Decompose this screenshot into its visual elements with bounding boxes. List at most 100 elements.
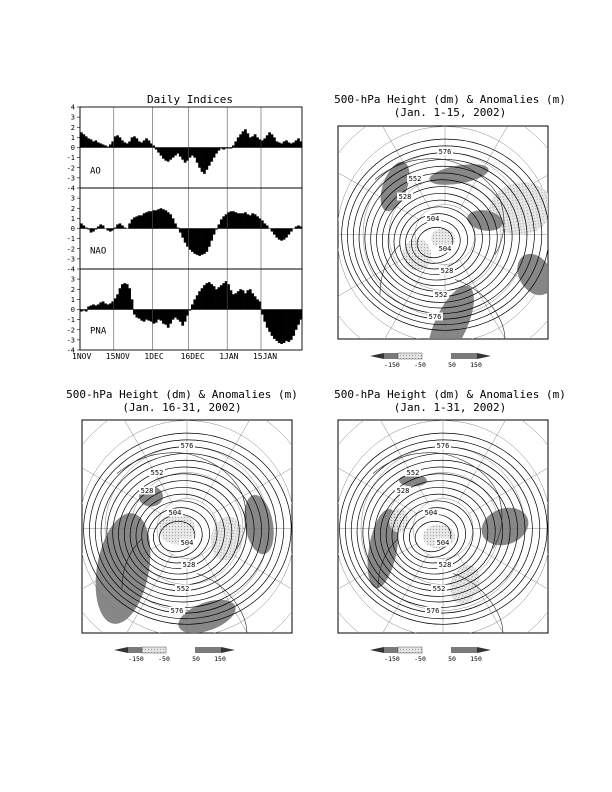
contour-label: 504 [425,509,438,517]
bar-pna [92,304,95,310]
x-tick-label: 16DEC [181,352,205,361]
contour-label: 504 [439,245,452,253]
contour-label: 576 [439,148,452,156]
bar-ao [191,147,194,156]
colorbar-label: -150 [384,655,400,663]
colorbar: -150 -50 50 150 [370,352,491,369]
contour-label-bg [179,538,195,547]
y-tick-label: 0 [71,225,75,233]
y-tick-label: 0 [71,306,75,314]
contour-label-bg [395,486,411,495]
bar-pna [101,301,105,310]
colorbar-segment [384,353,398,359]
bar-ao [108,144,112,148]
bar-pna [234,293,238,310]
y-tick-label: -4 [67,347,75,355]
contour-label: 552 [177,585,190,593]
bar-nao [80,223,83,229]
bar-ao [248,137,252,148]
contour-label-bg [433,290,449,299]
contour-label: 576 [181,442,194,450]
bar-nao [176,227,180,229]
bar-ao [273,137,276,148]
contour-label: 528 [441,267,454,275]
bar-nao [130,219,134,229]
bar-ao [258,139,262,148]
colorbar-label: 50 [448,655,456,663]
bar-ao [289,143,293,148]
bar-ao [164,147,168,161]
bar-pna [207,282,211,310]
height-contour [414,520,452,553]
bar-nao [92,228,95,232]
bar-nao [210,228,214,241]
y-tick-label: 2 [71,124,75,132]
bar-pna [268,309,271,332]
bar-nao [135,216,139,229]
height-contour [158,520,196,553]
map2-title: 500-hPa Height (dm) & Anomalies (m) (Jan… [32,388,332,414]
bar-nao [174,223,177,229]
bar-ao [234,141,238,148]
bar-ao [130,137,134,148]
bar-ao [84,136,88,148]
y-tick-label: -1 [67,154,75,162]
bar-ao [121,140,124,148]
contour-label: 528 [399,193,412,201]
bar-ao [123,142,127,148]
bar-ao [113,136,117,148]
colorbar-arrow-left [370,647,384,653]
bar-nao [89,228,93,233]
height-contour [387,192,491,287]
y-tick-label: -3 [67,255,75,263]
bar-pna [133,309,136,315]
bar-nao [287,228,291,235]
x-tick-label: 15JAN [253,352,277,361]
bar-pna [142,309,146,322]
bar-ao [207,147,211,166]
bar-pna [82,309,86,311]
bar-ao [268,132,271,148]
bar-ao [275,141,279,148]
bar-nao [123,227,127,229]
contour-label: 552 [409,175,422,183]
colorbar-arrow-right [221,647,235,653]
bar-pna [239,289,242,310]
bar-ao [145,138,148,148]
bar-ao [149,143,153,148]
series-label-nao: NAO [90,247,106,257]
bar-nao [157,209,160,229]
bar-pna [116,294,119,310]
anomaly-shading [210,516,244,561]
bar-pna [222,283,226,310]
bar-pna [157,309,160,320]
bar-pna [104,303,107,310]
y-tick-label: 1 [71,134,75,142]
coastline [454,279,506,339]
bar-pna [273,309,276,339]
colorbar: -150 -50 50 150 [370,646,491,663]
y-tick-label: -2 [67,326,75,334]
bar-nao [166,212,170,229]
bar-ao [210,147,214,162]
bar-ao [246,133,250,148]
bar-pna [256,299,259,310]
bar-nao [244,212,247,229]
bar-nao [234,212,238,229]
bar-ao [287,142,291,148]
bar-nao [253,214,257,229]
bar-nao [205,228,209,252]
contour-label-bg [423,508,439,517]
bar-pna [80,309,83,312]
bar-nao [108,228,112,232]
coastline [374,158,505,255]
height-contour [393,199,483,281]
y-tick-label: -3 [67,174,75,182]
contour-label-bg [175,584,191,593]
bar-pna [248,289,252,310]
bar-nao [217,224,221,229]
bar-ao [277,142,281,148]
height-contour [356,453,526,608]
bar-pna [253,296,257,310]
